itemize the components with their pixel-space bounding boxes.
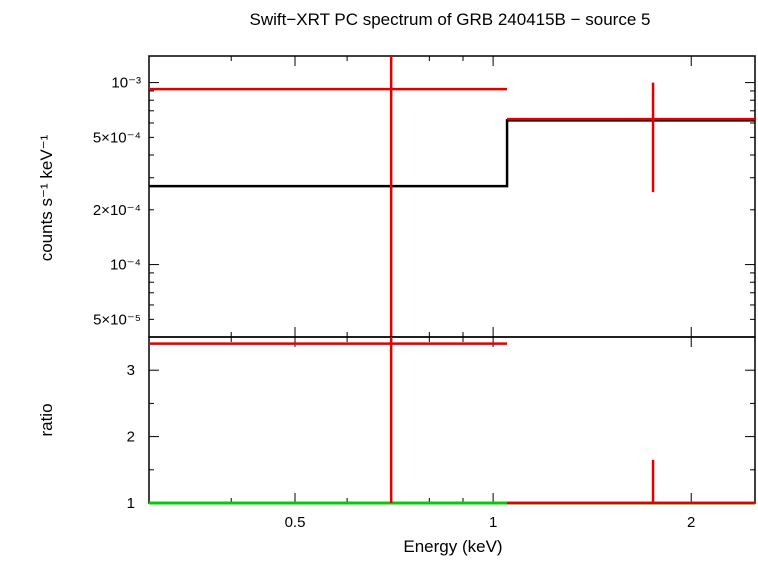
spectrum-y-tick-label: 5×10⁻⁵ — [93, 311, 141, 328]
spectrum-frame — [148, 55, 756, 338]
spectrum-y-tick-label: 10⁻³ — [111, 75, 141, 92]
spectrum-panel: 10⁻³ 5×10⁻⁴ 2×10⁻⁴ 10⁻⁴ 5×10⁻⁵ — [93, 55, 756, 338]
ratio-y-tick-label: 2 — [127, 429, 135, 446]
model-step-line — [149, 119, 755, 188]
x-tick-label: 1 — [489, 514, 497, 531]
spectrum-y-tick-label: 5×10⁻⁴ — [93, 129, 141, 146]
ratio-y-tick-label: 1 — [127, 495, 135, 512]
y-axis-label-spectrum: counts s⁻¹ keV⁻¹ — [37, 134, 56, 261]
spectrum-y-tick-label: 10⁻⁴ — [110, 257, 141, 274]
x-tick-label: 2 — [687, 514, 695, 531]
ratio-frame — [148, 336, 756, 504]
chart-title: Swift−XRT PC spectrum of GRB 240415B − s… — [250, 10, 651, 29]
ratio-panel: 0.5 1 2 1 2 3 — [127, 336, 756, 531]
y-axis-label-ratio: ratio — [37, 403, 56, 436]
ratio-y-tick-label: 3 — [127, 362, 135, 379]
spectrum-y-tick-label: 2×10⁻⁴ — [93, 202, 141, 219]
x-axis-label: Energy (keV) — [403, 537, 502, 556]
x-tick-label: 0.5 — [285, 514, 306, 531]
